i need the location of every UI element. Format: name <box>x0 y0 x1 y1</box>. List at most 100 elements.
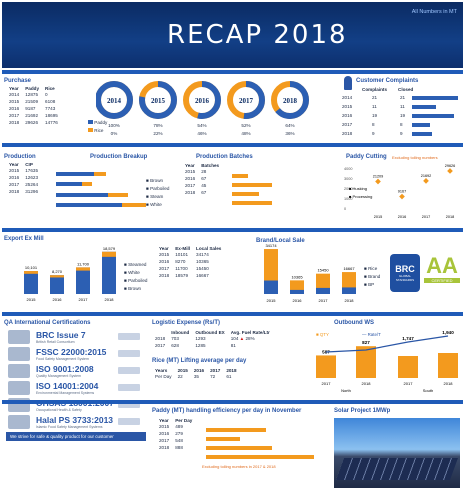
pc-label: 9167 <box>398 190 406 194</box>
outbound-qty-bar <box>356 346 376 378</box>
donut-paddy-pct: 100% <box>108 123 120 128</box>
purchase-title: Purchase <box>4 78 32 84</box>
legend-steam: ■ Steam <box>146 194 164 199</box>
export-title: Export Ex Mill <box>4 236 44 242</box>
outbound-rate-line <box>325 335 449 353</box>
y-tick: 0 <box>344 207 346 211</box>
handling-note: Excluding tolling numbers in 2017 & 2018 <box>202 464 276 469</box>
complaint-bar <box>412 123 430 127</box>
lifting-title: Rice (MT) Lifting average per day <box>152 358 247 364</box>
pc-year: 2017 <box>422 215 430 219</box>
legend-parboiled: ■ Parboiled <box>146 186 170 191</box>
divider <box>2 228 463 232</box>
complaint-count: 8 <box>372 122 375 127</box>
batches-title: Production Batches <box>196 154 253 160</box>
export-year: 2016 <box>53 297 63 302</box>
production-title: Production <box>4 154 36 160</box>
complaint-closed: 21 <box>400 95 406 100</box>
export-bar-white <box>76 267 90 271</box>
cert-badge-icon <box>118 418 140 425</box>
logistic-title: Logistic Expense (Rs/T) <box>152 320 221 326</box>
outbound-qty: 827 <box>362 340 370 345</box>
units-note: All Numbers in MT <box>411 9 457 15</box>
complaint-year: 2014 <box>342 95 353 100</box>
outbound-rate: 1,747 <box>402 336 414 341</box>
breakup-title: Production Breakup <box>90 154 148 160</box>
brand-bar-bp <box>290 289 304 294</box>
donut-paddy <box>96 81 133 119</box>
brand-chart: 34174 2015 10365 2016 15450 2017 16667 2018 <box>264 244 356 303</box>
complaint-count: 19 <box>372 113 378 118</box>
legend-white: ■ White <box>146 202 162 207</box>
outbound-qty-bar <box>316 355 336 378</box>
cert-item: ISO 14001:2004 Environmental Management S… <box>36 381 99 395</box>
batches-table: Year Batches 2015 28 2016 67 2017 45 2018 67 <box>185 163 220 195</box>
donut-paddy <box>183 81 221 119</box>
complaint-year: 2016 <box>342 113 353 118</box>
pc-point <box>447 168 453 174</box>
divider <box>2 143 463 147</box>
cert-item: BRC Issue 7 British Retail Consortium <box>36 330 86 344</box>
donut-year: 2016 <box>195 97 210 105</box>
qa-footer: We strive for safe & quality product for… <box>6 432 146 441</box>
paddy-cutting-note: Excluding tolling numbers <box>392 155 438 160</box>
cert-badge-icon <box>118 350 140 357</box>
donut-year: 2014 <box>107 97 122 105</box>
cert-icon <box>8 415 30 429</box>
brand-year: 2018 <box>345 298 355 303</box>
outbound-year: 2018 <box>362 381 372 386</box>
brand-title: Brand/Local Sale <box>256 238 305 244</box>
outbound-title: Outbound WS <box>334 320 374 326</box>
brand-bar-bp <box>264 280 278 294</box>
cert-icon <box>8 381 30 395</box>
brc-logo: BRC GLOBAL STANDARDS <box>390 254 420 292</box>
outbound-rate: 1,940 <box>442 330 454 335</box>
complaint-year: 2015 <box>342 104 353 109</box>
divider <box>2 70 463 74</box>
donut-paddy <box>227 81 265 119</box>
pc-label: 21692 <box>421 174 432 178</box>
cert-item: ISO 9001:2008 Quality Management System <box>36 364 94 378</box>
y-tick: 2000 <box>344 187 352 191</box>
brand-value: 16667 <box>343 266 355 271</box>
cert-icon <box>8 364 30 378</box>
pc-point <box>423 178 429 184</box>
export-bar-white <box>50 275 64 278</box>
cert-badge-icon <box>118 367 140 374</box>
complaints-col: Complaints <box>362 87 388 92</box>
cert-item: Halal PS 3733:2013 Islamic Food Safety Ma… <box>36 415 114 429</box>
pc-year: 2015 <box>374 215 382 219</box>
lifting-table: Years 2015 2016 2017 2018 Per Day 22 35 72 61 <box>155 368 237 379</box>
production-table: Year CIP 2015 17635 2016 12623 2017 25264 20… <box>9 162 39 194</box>
legend-parboiled: ■ Parboiled <box>124 278 148 283</box>
pc-label: 29626 <box>445 164 456 168</box>
export-value: 11,700 <box>77 261 90 266</box>
paddy-cutting-title: Paddy Cutting <box>346 154 387 160</box>
y-tick: 3000 <box>344 177 352 181</box>
export-bar-white <box>24 271 38 274</box>
outbound-year: 2018 <box>444 381 454 386</box>
donut-rice-pct: 22% <box>153 131 162 136</box>
handling-table: Year Per Day 2015 489 2016 279 2017 548 2018… <box>159 418 193 450</box>
export-year: 2017 <box>79 297 89 302</box>
legend-brown: ■ Brown <box>146 178 164 183</box>
complaint-closed: 8 <box>400 122 403 127</box>
export-chart: 10,101 2015 8,270 2016 11,700 2017 18,579 2018 <box>24 246 116 302</box>
complaint-year: 2017 <box>342 122 353 127</box>
pc-year: 2016 <box>398 215 406 219</box>
complaint-bar <box>412 132 432 136</box>
complaint-bar <box>412 114 454 118</box>
export-bar <box>102 251 116 294</box>
export-table: Year Ex-Mill Local Sales 2015 10101 34174 20… <box>159 246 222 278</box>
cert-badge-icon <box>118 401 140 408</box>
cert-item: FSSC 22000:2015 Food Safety Management Sy… <box>36 347 107 361</box>
complaint-closed: 9 <box>400 131 403 136</box>
cert-icon <box>8 347 30 361</box>
complaint-count: 9 <box>372 131 375 136</box>
legend-brand: ■ Brand <box>364 274 381 279</box>
legend-steamed: ■ Steamed <box>124 262 147 267</box>
outbound-year: 2017 <box>404 381 414 386</box>
export-bar <box>76 267 90 294</box>
closed-col: Closed <box>398 87 414 92</box>
